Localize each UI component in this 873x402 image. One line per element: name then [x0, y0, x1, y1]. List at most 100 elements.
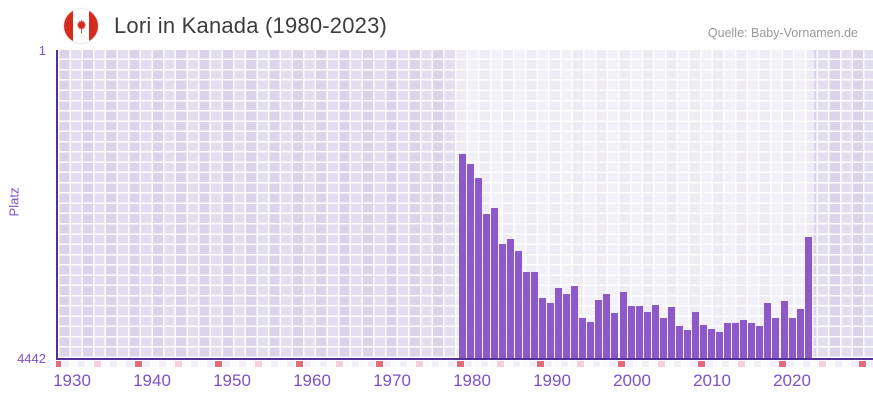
bar-1998[interactable]	[603, 293, 611, 358]
tick-cell-2012	[714, 360, 722, 367]
bar-2013[interactable]	[724, 322, 732, 358]
tick-cell-1998	[601, 360, 609, 367]
tick-cell-1958	[279, 360, 287, 367]
decade-marker-1960	[295, 360, 303, 367]
x-tick-label-1980: 1980	[453, 371, 491, 390]
bar-1996[interactable]	[587, 322, 595, 358]
bar-2009[interactable]	[691, 311, 699, 358]
tick-cell-2028	[842, 360, 850, 367]
source-credit[interactable]: Quelle: Baby-Vornamen.de	[707, 26, 858, 40]
x-tick-label-2000: 2000	[613, 371, 651, 390]
bar-2004[interactable]	[651, 304, 659, 358]
tick-cell-1932	[70, 360, 78, 367]
decade-marker-1930	[56, 360, 61, 367]
tick-cell-2029	[850, 360, 858, 367]
tick-cell-1994	[569, 360, 577, 367]
tick-cell-1995	[577, 360, 585, 367]
tick-cell-1997	[593, 360, 601, 367]
tick-cell-1931	[62, 360, 70, 367]
x-axis-labels: 1930 1940 1950 1960 1970 1980 1990 2000 2010 2020	[53, 371, 873, 391]
x-axis-tick-strip	[56, 360, 873, 367]
bar-2021[interactable]	[788, 317, 796, 358]
tick-cell-1987	[512, 360, 520, 367]
tick-cell-2016	[746, 360, 754, 367]
tick-cell-1989	[528, 360, 536, 367]
bar-2023[interactable]	[804, 237, 812, 358]
y-axis-title: Platz	[6, 187, 22, 217]
bar-2005[interactable]	[659, 318, 667, 358]
tick-cell-1935	[94, 360, 102, 367]
tick-cell-2027	[834, 360, 842, 367]
bar-2020[interactable]	[780, 300, 788, 358]
tick-cell-2008	[681, 360, 689, 367]
bar-2017[interactable]	[756, 325, 764, 358]
bar-2019[interactable]	[772, 318, 780, 358]
tick-cell-2024	[810, 360, 818, 367]
tick-cell-1963	[319, 360, 327, 367]
bar-1993[interactable]	[563, 293, 571, 358]
bar-2006[interactable]	[667, 306, 675, 358]
tick-cell-1949	[206, 360, 214, 367]
bar-1987[interactable]	[514, 251, 522, 358]
bar-1991[interactable]	[547, 303, 555, 358]
tick-cell-2025	[818, 360, 826, 367]
bar-2016[interactable]	[748, 323, 756, 358]
bar-1981[interactable]	[466, 164, 474, 358]
tick-cell-1977	[432, 360, 440, 367]
bar-1989[interactable]	[530, 272, 538, 358]
bar-1986[interactable]	[506, 239, 514, 358]
tick-cell-1952	[231, 360, 239, 367]
tick-cell-1992	[553, 360, 561, 367]
decade-marker-1940	[134, 360, 142, 367]
bar-1988[interactable]	[522, 272, 530, 358]
bar-2000[interactable]	[619, 291, 627, 358]
bar-2015[interactable]	[740, 320, 748, 358]
tick-cell-1976	[424, 360, 432, 367]
bar-2001[interactable]	[627, 306, 635, 358]
tick-cell-2013	[722, 360, 730, 367]
decade-marker-1990	[537, 360, 544, 367]
bar-1995[interactable]	[579, 317, 587, 358]
bar-2022[interactable]	[796, 309, 804, 358]
bar-2011[interactable]	[708, 329, 716, 358]
bar-1994[interactable]	[571, 285, 579, 358]
bar-1990[interactable]	[539, 298, 546, 358]
bar-1992[interactable]	[555, 288, 563, 358]
bar-1982[interactable]	[474, 177, 482, 358]
x-tick-label-1960: 1960	[293, 371, 331, 390]
tick-cell-2003	[641, 360, 649, 367]
tick-cell-1962	[311, 360, 319, 367]
tick-cell-2011	[706, 360, 714, 367]
x-tick-label-1970: 1970	[373, 371, 411, 390]
tick-cell-1939	[126, 360, 134, 367]
bar-2018[interactable]	[764, 303, 772, 358]
tick-cell-1933	[78, 360, 86, 367]
tick-cell-2001	[625, 360, 633, 367]
tick-cell-2031	[867, 360, 873, 367]
tick-cell-1999	[609, 360, 617, 367]
tick-cell-1972	[392, 360, 400, 367]
bar-1997[interactable]	[595, 300, 603, 358]
tick-cell-1944	[166, 360, 174, 367]
tick-cell-1973	[400, 360, 408, 367]
x-tick-label-2020: 2020	[773, 371, 811, 390]
tick-cell-1938	[118, 360, 126, 367]
tick-cell-1945	[174, 360, 182, 367]
bar-2012[interactable]	[716, 332, 724, 358]
bar-1985[interactable]	[498, 244, 506, 358]
tick-cell-2005	[657, 360, 665, 367]
bar-1980[interactable]	[458, 154, 466, 358]
bar-1999[interactable]	[611, 313, 619, 358]
tick-cell-1942	[150, 360, 158, 367]
bar-2007[interactable]	[675, 326, 683, 358]
bar-2002[interactable]	[635, 305, 643, 358]
bar-2003[interactable]	[643, 312, 651, 358]
x-axis-line	[56, 357, 873, 360]
bar-2010[interactable]	[700, 325, 707, 358]
bar-2008[interactable]	[683, 329, 691, 358]
bar-2014[interactable]	[732, 322, 740, 358]
tick-cell-2014	[730, 360, 738, 367]
decade-marker-1970	[376, 360, 383, 367]
bar-1983[interactable]	[482, 214, 490, 358]
bar-1984[interactable]	[490, 207, 498, 358]
